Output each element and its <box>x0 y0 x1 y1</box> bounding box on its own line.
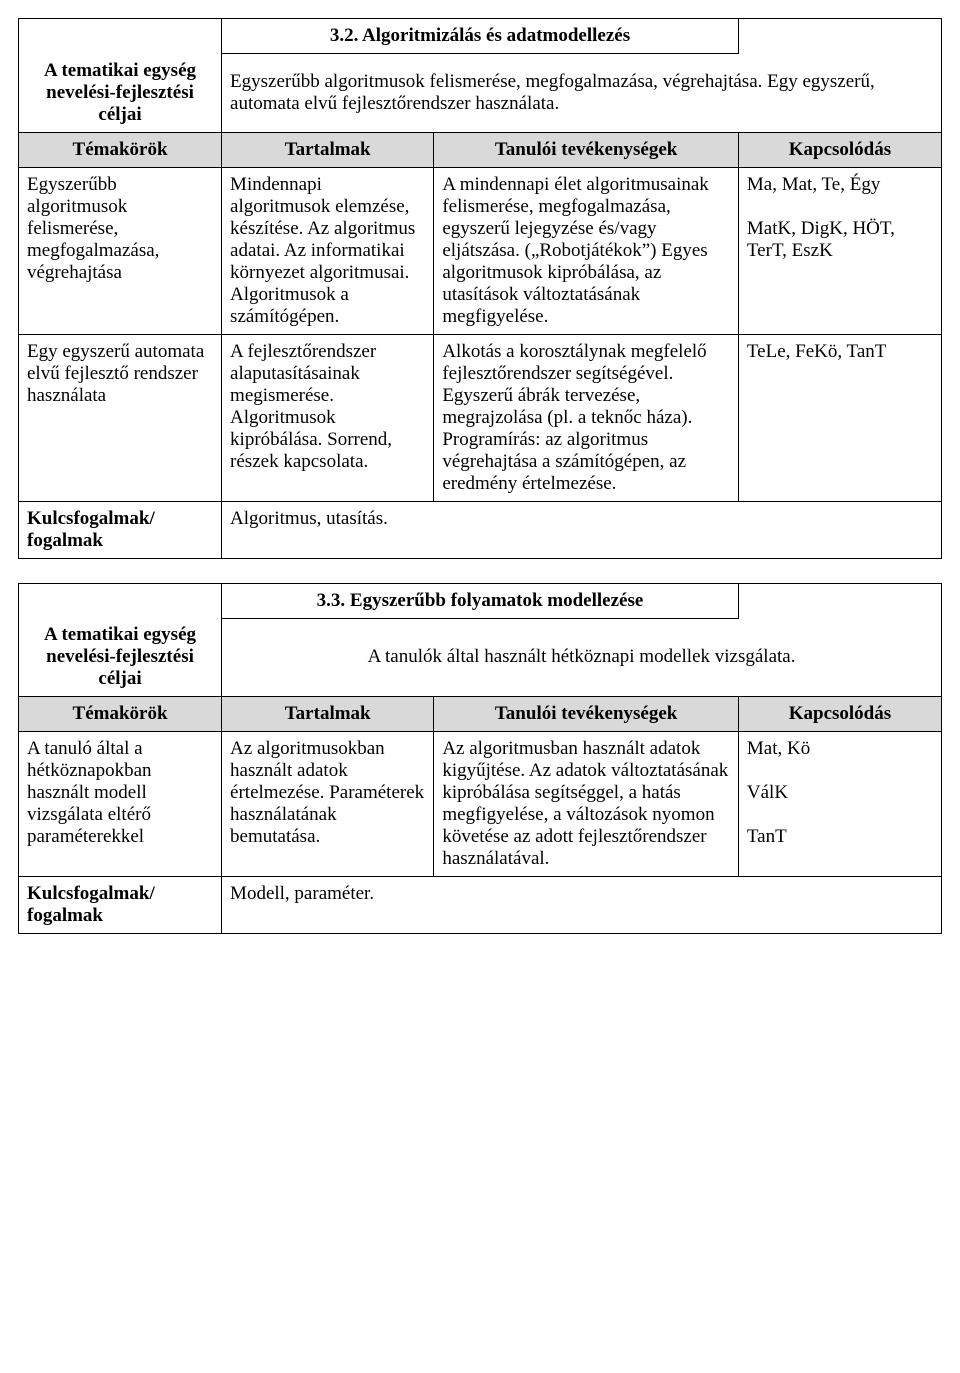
hdr-temakorok: Témakörök <box>19 697 222 732</box>
cell-kapcsolodas: Ma, Mat, Te, Égy MatK, DigK, HÖT, TerT, … <box>738 167 941 334</box>
hdr-tartalmak: Tartalmak <box>222 132 434 167</box>
keys-row: Kulcsfogalmak/ fogalmak Algoritmus, utas… <box>19 501 942 558</box>
title-spacer-right <box>738 583 941 618</box>
cell-tanuloi: Az algoritmusban használt adatok kigyűjt… <box>434 732 739 877</box>
title-row: 3.2. Algoritmizálás és adatmodellezés <box>19 19 942 54</box>
keys-label: Kulcsfogalmak/ fogalmak <box>19 877 222 934</box>
cell-tanuloi: Alkotás a korosztálynak megfelelő fejles… <box>434 334 739 501</box>
section-title: 3.3. Egyszerűbb folyamatok modellezése <box>222 583 739 618</box>
cell-tartalmak: Mindennapi algoritmusok elemzése, készít… <box>222 167 434 334</box>
cell-tanuloi: A mindennapi élet algoritmusainak felism… <box>434 167 739 334</box>
hdr-temakorok: Témakörök <box>19 132 222 167</box>
section-title: 3.2. Algoritmizálás és adatmodellezés <box>222 19 739 54</box>
goals-label: A tematikai egység nevelési-fejlesztési … <box>19 618 222 697</box>
table-row: Egy egyszerű automata elvű fejlesztő ren… <box>19 334 942 501</box>
hdr-kapcsolodas: Kapcsolódás <box>738 132 941 167</box>
title-row: 3.3. Egyszerűbb folyamatok modellezése <box>19 583 942 618</box>
curriculum-table-1: 3.2. Algoritmizálás és adatmodellezés A … <box>18 18 942 559</box>
keys-row: Kulcsfogalmak/ fogalmak Modell, paraméte… <box>19 877 942 934</box>
cell-temakorok: Egy egyszerű automata elvű fejlesztő ren… <box>19 334 222 501</box>
cell-temakorok: Egyszerűbb algoritmusok felismerése, meg… <box>19 167 222 334</box>
cell-tartalmak: Az algoritmusokban használt adatok értel… <box>222 732 434 877</box>
hdr-tanuloi: Tanulói tevékenységek <box>434 697 739 732</box>
cell-kapcsolodas: Mat, Kö VálK TanT <box>738 732 941 877</box>
keys-text: Modell, paraméter. <box>222 877 942 934</box>
header-row: Témakörök Tartalmak Tanulói tevékenysége… <box>19 697 942 732</box>
title-spacer-right <box>738 19 941 54</box>
table-row: A tanuló által a hétköznapokban használt… <box>19 732 942 877</box>
hdr-kapcsolodas: Kapcsolódás <box>738 697 941 732</box>
goals-text: Egyszerűbb algoritmusok felismerése, meg… <box>222 54 942 133</box>
hdr-tartalmak: Tartalmak <box>222 697 434 732</box>
title-spacer-left <box>19 583 222 618</box>
cell-temakorok: A tanuló által a hétköznapokban használt… <box>19 732 222 877</box>
cell-kapcsolodas: TeLe, FeKö, TanT <box>738 334 941 501</box>
keys-text: Algoritmus, utasítás. <box>222 501 942 558</box>
hdr-tanuloi: Tanulói tevékenységek <box>434 132 739 167</box>
goals-text: A tanulók által használt hétköznapi mode… <box>222 618 942 697</box>
curriculum-table-2: 3.3. Egyszerűbb folyamatok modellezése A… <box>18 583 942 935</box>
cell-tartalmak: A fejlesztőrendszer alaputasításainak me… <box>222 334 434 501</box>
header-row: Témakörök Tartalmak Tanulói tevékenysége… <box>19 132 942 167</box>
title-spacer-left <box>19 19 222 54</box>
goals-row: A tematikai egység nevelési-fejlesztési … <box>19 618 942 697</box>
table-row: Egyszerűbb algoritmusok felismerése, meg… <box>19 167 942 334</box>
goals-row: A tematikai egység nevelési-fejlesztési … <box>19 54 942 133</box>
goals-label: A tematikai egység nevelési-fejlesztési … <box>19 54 222 133</box>
keys-label: Kulcsfogalmak/ fogalmak <box>19 501 222 558</box>
